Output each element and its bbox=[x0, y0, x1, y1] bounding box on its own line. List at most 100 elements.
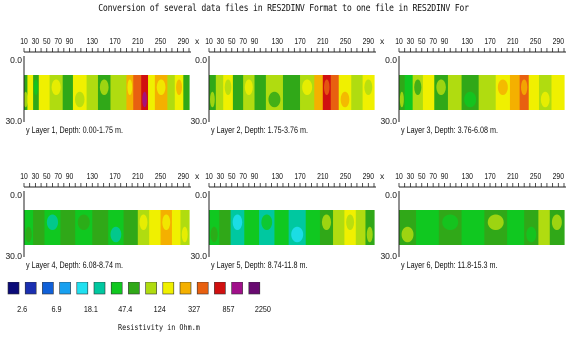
x-tick-label: 130 bbox=[87, 171, 98, 181]
resistivity-cell bbox=[355, 210, 367, 245]
resistivity-cell bbox=[282, 75, 301, 110]
legend-swatch bbox=[162, 282, 175, 295]
y-top-label: 0.0 bbox=[385, 55, 397, 65]
x-tick-label: 10 bbox=[20, 36, 28, 46]
x-tick-label: 170 bbox=[484, 171, 495, 181]
x-tick-label: 210 bbox=[317, 36, 328, 46]
resistivity-blotch bbox=[77, 214, 90, 230]
x-tick-label: 210 bbox=[507, 36, 518, 46]
panel-caption: y Layer 1, Depth: 0.00-1.75 m. bbox=[26, 125, 123, 135]
legend-swatch bbox=[110, 282, 123, 295]
legend-swatch bbox=[42, 282, 54, 295]
y-top-label: 0.0 bbox=[195, 55, 207, 65]
x-tick-label: 50 bbox=[418, 171, 426, 181]
x-tick-label: 250 bbox=[155, 36, 166, 46]
resistivity-blotch bbox=[127, 79, 133, 95]
resistivity-blotch bbox=[244, 79, 253, 95]
resistivity-cell bbox=[149, 210, 162, 245]
x-tick-label: 290 bbox=[553, 171, 564, 181]
x-tick-label: 30 bbox=[217, 171, 225, 181]
resistivity-blotch bbox=[436, 79, 446, 95]
legend-tick-label: 18.1 bbox=[84, 304, 98, 314]
layer-panel-4: 10 30 50 70 90 130 170 210 250 290 x 0.0 30.0 y Layer… bbox=[5, 171, 200, 270]
resistivity-cell bbox=[538, 210, 551, 245]
x-tick-label: 30 bbox=[217, 36, 225, 46]
x-tick-label: 290 bbox=[178, 171, 189, 181]
x-axis-letter: x bbox=[380, 171, 385, 181]
legend-tick-label: 47.4 bbox=[118, 304, 133, 314]
resistivity-cell bbox=[167, 75, 176, 110]
x-tick-label: 130 bbox=[272, 171, 283, 181]
resistivity-cell bbox=[330, 75, 340, 110]
y-bottom-label: 30.0 bbox=[190, 116, 207, 126]
x-tick-label: 50 bbox=[418, 36, 426, 46]
x-tick-label: 50 bbox=[43, 171, 51, 181]
resistivity-blotch bbox=[540, 91, 550, 108]
resistivity-blotch bbox=[210, 91, 215, 108]
x-tick-label: 130 bbox=[87, 36, 98, 46]
resistivity-blotch bbox=[340, 91, 350, 108]
y-bottom-label: 30.0 bbox=[380, 116, 397, 126]
x-tick-label: 90 bbox=[251, 36, 259, 46]
panel-caption: y Layer 5, Depth: 8.74-11.8 m. bbox=[211, 260, 307, 270]
resistivity-blotch bbox=[364, 79, 373, 95]
legend-tick-label: 327 bbox=[188, 304, 200, 314]
resistivity-cell bbox=[183, 75, 190, 110]
resistivity-blotch bbox=[142, 91, 148, 108]
legend-swatch bbox=[145, 282, 157, 295]
x-tick-label: 290 bbox=[363, 36, 374, 46]
resistivity-blotch bbox=[464, 91, 477, 108]
resistivity-cell bbox=[171, 210, 182, 245]
legend-swatch bbox=[214, 282, 226, 295]
resistivity-cell bbox=[422, 75, 435, 110]
y-bottom-label: 30.0 bbox=[190, 251, 207, 261]
x-tick-label: 290 bbox=[363, 171, 374, 181]
resistivity-cell bbox=[86, 75, 99, 110]
resistivity-cell bbox=[551, 75, 565, 110]
layer-panel-1: 10 30 50 70 90 130 170 210 250 290 x 0.0 30.0 y Layer… bbox=[5, 36, 200, 135]
legend-swatch bbox=[231, 282, 243, 295]
resistivity-cell bbox=[254, 75, 267, 110]
resistivity-cell bbox=[219, 210, 232, 245]
legend-tick-label: 2250 bbox=[255, 304, 272, 314]
resistivity-blotch bbox=[399, 91, 404, 108]
y-top-label: 0.0 bbox=[10, 55, 22, 65]
resistivity-blotch bbox=[346, 214, 355, 230]
resistivity-blotch bbox=[51, 79, 61, 95]
x-tick-label: 50 bbox=[43, 36, 51, 46]
resistivity-blotch bbox=[261, 214, 273, 230]
y-bottom-label: 30.0 bbox=[5, 251, 22, 261]
legend-swatch bbox=[93, 282, 106, 295]
resistivity-blotch bbox=[520, 79, 528, 95]
x-tick-label: 70 bbox=[429, 36, 437, 46]
resistivity-blotch bbox=[156, 79, 166, 95]
resistivity-blotch bbox=[414, 79, 422, 95]
legend-swatch bbox=[179, 282, 192, 295]
resistivity-blotch bbox=[268, 91, 281, 108]
legend-tick-label: 857 bbox=[222, 304, 234, 314]
x-tick-label: 50 bbox=[228, 171, 236, 181]
resistivity-blotch bbox=[401, 226, 414, 243]
x-tick-label: 290 bbox=[178, 36, 189, 46]
x-tick-label: 30 bbox=[407, 36, 415, 46]
x-tick-label: 250 bbox=[530, 171, 541, 181]
x-tick-label: 10 bbox=[205, 171, 213, 181]
panel-caption: y Layer 2, Depth: 1.75-3.76 m. bbox=[211, 125, 308, 135]
x-axis-letter: x bbox=[195, 171, 200, 181]
resistivity-cell bbox=[274, 210, 290, 245]
resistivity-blotch bbox=[23, 91, 28, 108]
resistivity-cell bbox=[507, 210, 525, 245]
resistivity-blotch bbox=[33, 79, 38, 95]
resistivity-cell bbox=[461, 210, 485, 245]
resistivity-blotch bbox=[526, 226, 537, 243]
resistivity-cell bbox=[60, 210, 76, 245]
x-tick-label: 130 bbox=[272, 36, 283, 46]
resistivity-cell bbox=[333, 210, 346, 245]
x-tick-label: 250 bbox=[340, 171, 351, 181]
x-tick-label: 130 bbox=[462, 171, 473, 181]
resistivity-blotch bbox=[442, 214, 459, 230]
resistivity-cell bbox=[92, 210, 109, 245]
panel-caption: y Layer 3, Depth: 3.76-6.08 m. bbox=[401, 125, 498, 135]
resistivity-cell bbox=[314, 75, 324, 110]
